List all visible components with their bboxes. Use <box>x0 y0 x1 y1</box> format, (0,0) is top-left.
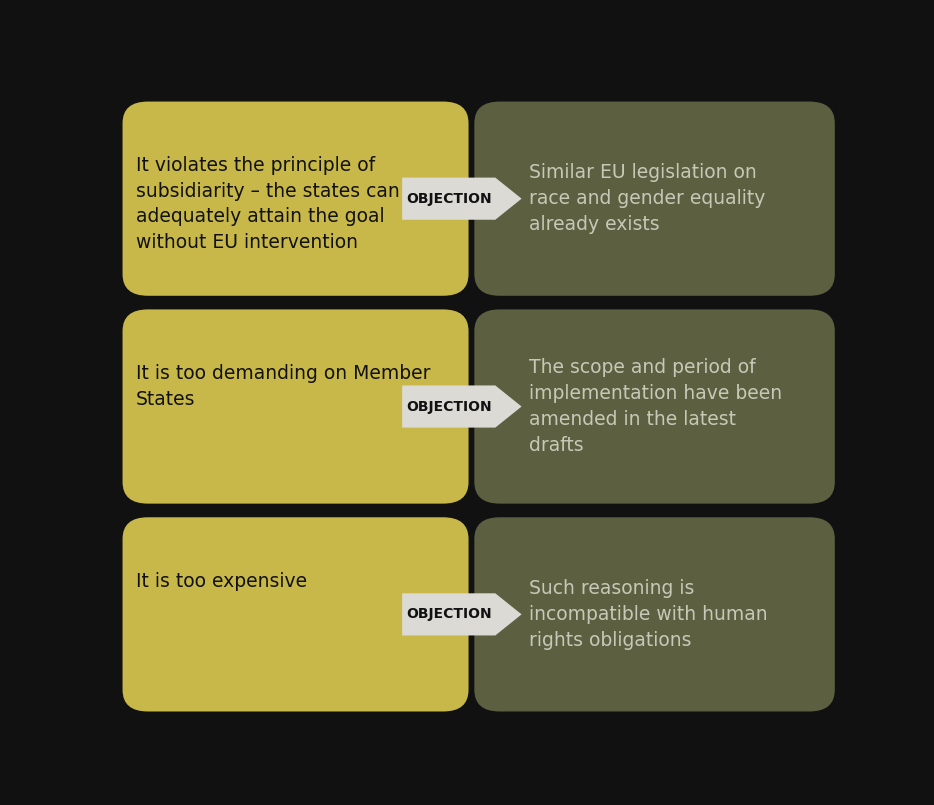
Text: OBJECTION: OBJECTION <box>406 399 491 414</box>
Text: It is too expensive: It is too expensive <box>135 572 306 591</box>
FancyBboxPatch shape <box>122 101 469 295</box>
FancyBboxPatch shape <box>474 518 835 712</box>
Text: OBJECTION: OBJECTION <box>406 192 491 205</box>
Text: It violates the principle of
subsidiarity – the states can
adequately attain the: It violates the principle of subsidiarit… <box>135 156 400 252</box>
FancyBboxPatch shape <box>474 309 835 504</box>
Text: Such reasoning is
incompatible with human
rights obligations: Such reasoning is incompatible with huma… <box>529 579 767 650</box>
Polygon shape <box>403 178 521 220</box>
Polygon shape <box>403 386 521 427</box>
FancyBboxPatch shape <box>474 101 835 295</box>
Text: OBJECTION: OBJECTION <box>406 608 491 621</box>
Polygon shape <box>403 593 521 635</box>
Text: The scope and period of
implementation have been
amended in the latest
drafts: The scope and period of implementation h… <box>529 358 782 455</box>
FancyBboxPatch shape <box>122 518 469 712</box>
Text: Similar EU legislation on
race and gender equality
already exists: Similar EU legislation on race and gende… <box>529 163 765 234</box>
Text: It is too demanding on Member
States: It is too demanding on Member States <box>135 364 430 409</box>
FancyBboxPatch shape <box>122 309 469 504</box>
